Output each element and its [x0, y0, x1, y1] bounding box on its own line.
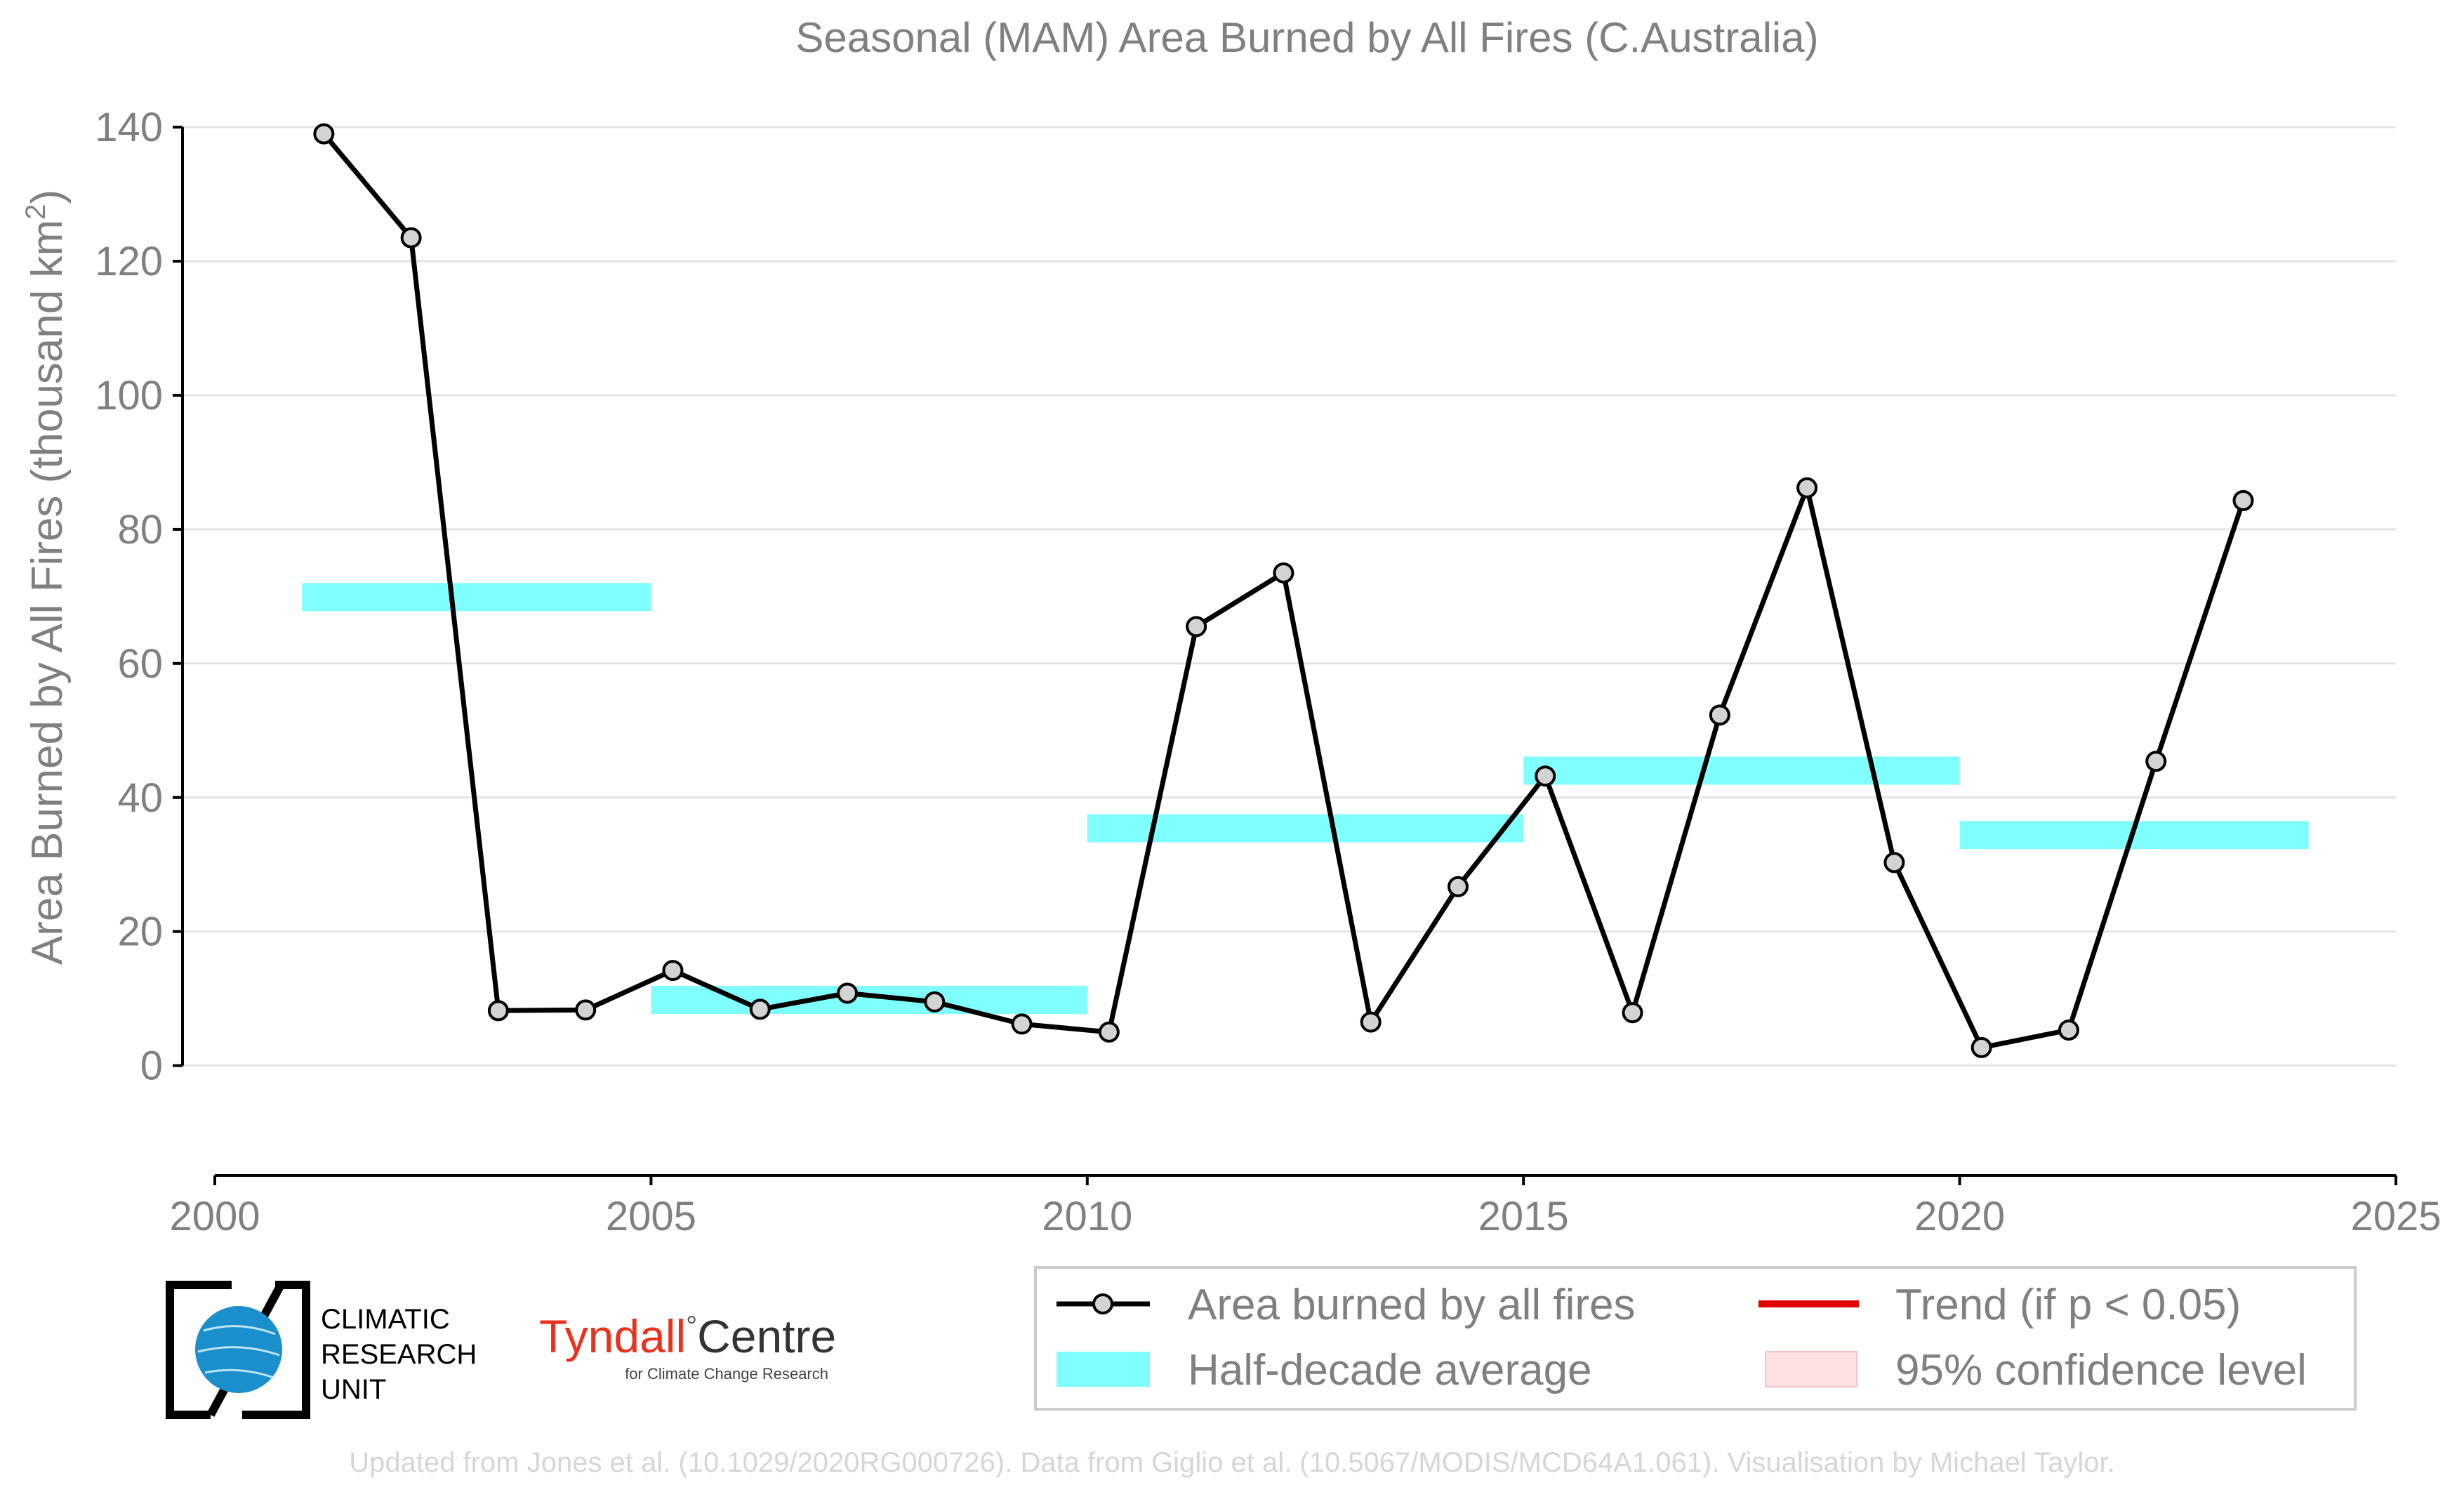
data-point	[1360, 1011, 1382, 1033]
data-point	[313, 123, 335, 145]
grid-lines	[183, 126, 2396, 1067]
tyndall-degree: °	[686, 1311, 697, 1342]
chart-title: Seasonal (MAM) Area Burned by All Fires …	[795, 14, 1818, 61]
y-axis-label-end: )	[23, 190, 72, 204]
x-tick-label: 2020	[1914, 1194, 2005, 1239]
y-tick-label: 60	[117, 641, 163, 687]
data-point	[924, 991, 946, 1013]
data-point	[2145, 751, 2167, 772]
x-tick-label: 2025	[2350, 1194, 2441, 1239]
footer-credit: Updated from Jones et al. (10.1029/2020R…	[349, 1447, 2114, 1478]
cru-bracket-right	[242, 1281, 310, 1419]
data-point	[1883, 852, 1905, 873]
legend-swatch-confidence	[1765, 1351, 1857, 1387]
tyndall-wordmark: Tyndall°Centre	[539, 1310, 836, 1362]
y-tick-label: 140	[95, 105, 163, 150]
x-tick-label: 2005	[606, 1194, 696, 1239]
tyndall-name: Tyndall	[539, 1310, 686, 1362]
half-decade-average-bar	[302, 583, 651, 612]
data-point	[749, 998, 771, 1020]
data-point	[1098, 1021, 1120, 1043]
data-point	[1970, 1036, 1992, 1058]
y-axis-label: Area Burned by All Fires (thousand km2)	[20, 190, 72, 965]
legend-label-confidence: 95% confidence level	[1895, 1346, 2307, 1394]
y-axis-label-main: Area Burned by All Fires (thousand km	[23, 220, 72, 965]
cru-text-line-3: UNIT	[321, 1374, 386, 1405]
data-point	[2058, 1020, 2079, 1041]
data-point	[2232, 489, 2254, 511]
cru-bracket-left	[166, 1281, 232, 1419]
y-axis-label-sup: 2	[20, 204, 51, 220]
data-point	[1622, 1002, 1643, 1024]
data-point	[1011, 1013, 1033, 1035]
y-tick-label: 0	[140, 1043, 163, 1089]
x-tick-label: 2000	[169, 1194, 260, 1239]
legend-label-average: Half-decade average	[1188, 1346, 1592, 1394]
y-tick-label: 40	[117, 775, 163, 821]
data-point	[837, 982, 859, 1004]
data-point	[662, 960, 684, 982]
legend-box	[1034, 1266, 2357, 1411]
y-tick-label: 120	[95, 239, 163, 284]
half-decade-average-bar	[1087, 814, 1524, 843]
half-decade-average-bar	[1523, 756, 1960, 785]
y-tick-label: 100	[95, 373, 163, 418]
y-tick-label: 80	[117, 507, 163, 553]
data-point	[487, 1000, 509, 1022]
legend-swatch-average	[1057, 1352, 1150, 1387]
tyndall-centre: Centre	[697, 1310, 836, 1362]
legend-label-series: Area burned by all fires	[1188, 1281, 1636, 1329]
data-point	[1186, 616, 1207, 638]
y-tick-label: 20	[117, 909, 163, 955]
data-point	[1535, 765, 1556, 787]
data-point	[1447, 876, 1469, 897]
data-point	[400, 227, 422, 249]
x-tick-label: 2010	[1042, 1194, 1132, 1239]
data-point	[1709, 704, 1730, 726]
series-points	[313, 123, 2254, 1058]
axes: 0 20 40 60 80 100 120 140 2000 2005 2010 2015 2020 20…	[95, 105, 2441, 1239]
data-point	[1796, 477, 1818, 499]
tyndall-logo: Tyndall°Centre for Climate Change Resear…	[539, 1310, 836, 1383]
x-tick-label: 2015	[1478, 1194, 1569, 1239]
cru-logo: CLIMATIC RESEARCH UNIT	[166, 1281, 477, 1419]
legend: Area burned by all fires Half-decade ave…	[1034, 1266, 2357, 1411]
data-point	[1273, 562, 1294, 583]
cru-text-line-2: RESEARCH	[321, 1339, 477, 1370]
globe-icon-lines	[197, 1325, 280, 1379]
data-point	[575, 999, 597, 1021]
legend-swatch-marker	[1092, 1293, 1113, 1314]
cru-text-line-1: CLIMATIC	[321, 1304, 450, 1335]
legend-label-trend: Trend (if p < 0.05)	[1895, 1281, 2241, 1329]
tyndall-subtitle: for Climate Change Research	[625, 1365, 828, 1383]
